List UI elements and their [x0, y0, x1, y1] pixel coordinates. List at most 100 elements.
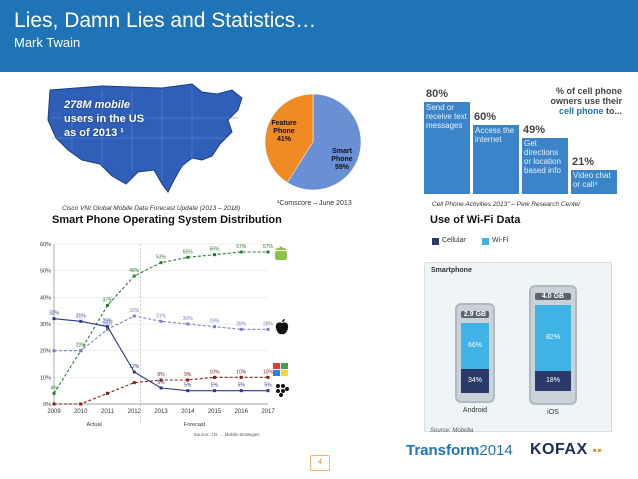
legend-cellular: Cellular	[442, 237, 466, 244]
data-label: 12%	[129, 364, 140, 370]
x-tick-label: 2013	[154, 409, 168, 415]
series-point	[106, 391, 109, 395]
series-point	[239, 327, 243, 331]
data-label: 4%	[50, 385, 58, 391]
ios-wifi-segment: 82%	[535, 305, 571, 371]
apple-icon	[274, 318, 290, 336]
series-point	[186, 389, 190, 393]
series-point	[132, 274, 136, 278]
data-label: 57%	[263, 244, 274, 250]
y-tick-label: 30%	[40, 322, 51, 328]
android-label: Android	[462, 407, 488, 414]
header-bar: Lies, Damn Lies and Statistics… Mark Twa…	[0, 0, 638, 72]
data-label: 10%	[236, 369, 247, 375]
data-label: 57%	[236, 244, 247, 250]
series-point	[106, 303, 109, 307]
map-source: Cisco VNI Global Mobile Data Forecast Up…	[62, 205, 241, 212]
us-map-shape	[47, 83, 243, 193]
series-point	[52, 391, 56, 395]
company-name: KOFAX	[530, 441, 588, 458]
series-point	[213, 325, 216, 329]
us-users-line3: as of 2013 ¹	[64, 127, 124, 139]
activity-bar-1: Send or receive text messages	[424, 102, 470, 194]
android-wifi-segment: 66%	[461, 323, 489, 369]
data-label: 29%	[209, 319, 220, 325]
data-label: 31%	[156, 313, 167, 319]
pie-smart-label: Smart Phone	[331, 148, 353, 163]
y-tick-label: 50%	[40, 269, 51, 275]
data-label: 8%	[157, 372, 165, 378]
kofax-logo: KOFAX ▪▪	[530, 441, 602, 459]
series-point	[132, 314, 136, 318]
ios-cell-segment: 18%	[535, 371, 571, 391]
blackberry-icon	[274, 382, 290, 398]
cell-activities-chart: % of cell phone owners use their cell ph…	[424, 84, 624, 198]
chart-note: Source: J.D. ... Mobile Strategies	[194, 432, 261, 437]
x-tick-label: 2016	[235, 409, 249, 415]
series-point	[266, 389, 270, 393]
data-label: 20%	[76, 343, 87, 349]
y-tick-label: 0%	[43, 402, 51, 408]
data-label: 55%	[183, 249, 194, 255]
kofax-dots-icon: ▪▪	[592, 443, 603, 457]
pie-slice-feature	[264, 93, 314, 183]
activities-title-3: cell phone	[558, 106, 604, 116]
android-icon	[272, 242, 290, 262]
y-tick-label: 60%	[40, 242, 51, 248]
phone-type-pie: Feature Phone 41% Smart Phone 59%	[262, 90, 364, 194]
legend-cellular-swatch	[432, 238, 439, 245]
data-label: 28%	[263, 321, 274, 327]
data-label: 28%	[102, 321, 113, 327]
series-point	[239, 389, 243, 393]
series-point	[266, 250, 270, 254]
forecast-label: Forecast	[184, 422, 206, 428]
brand-year: 2014	[479, 442, 513, 459]
slide-title: Lies, Damn Lies and Statistics…	[14, 9, 317, 32]
os-chart-title: Smart Phone Operating System Distributio…	[52, 214, 282, 226]
x-tick-label: 2010	[74, 409, 88, 415]
pie-label-feature: Feature Phone 41%	[264, 120, 304, 144]
pie-chart	[264, 93, 362, 191]
data-label: 5%	[264, 383, 272, 389]
series-point	[266, 327, 270, 331]
data-label: 31%	[76, 313, 87, 319]
activity-bar-4: Video chat or call⁴	[571, 170, 617, 194]
data-label: 9%	[184, 372, 192, 378]
series-point	[79, 319, 83, 323]
activities-source: Cell Phone Activities 2013" – Pew Resear…	[432, 201, 581, 208]
series-point	[159, 386, 163, 390]
data-label: 28%	[236, 321, 247, 327]
series-point	[239, 375, 243, 379]
page-number: 4	[310, 455, 330, 471]
pie-footnote: ¹Comscore – June 2013	[277, 200, 352, 207]
android-gb: 2.9 GB	[461, 311, 489, 318]
activity-pct-4: 21%	[572, 156, 595, 168]
activities-title-2: owners use their	[550, 96, 622, 106]
series-point	[106, 325, 109, 329]
series-point	[132, 370, 136, 374]
activity-pct-3: 49%	[523, 124, 546, 136]
us-users-line1: 278M mobile	[64, 99, 131, 111]
pie-slice-smart	[286, 93, 362, 191]
series-point	[79, 402, 83, 406]
series-point	[266, 375, 270, 379]
y-tick-label: 40%	[40, 295, 51, 301]
windows-icon	[272, 362, 290, 378]
legend-wifi-swatch	[482, 238, 489, 245]
legend-wifi: Wi-Fi	[492, 237, 509, 244]
x-tick-label: 2009	[47, 409, 61, 415]
activity-pct-1: 80%	[426, 88, 449, 100]
data-label: 48%	[129, 268, 140, 274]
android-cell-segment: 34%	[461, 369, 489, 393]
transform-logo: Transform2014	[406, 442, 513, 459]
pie-label-smart: Smart Phone 59%	[322, 148, 362, 172]
activities-title-1: % of cell phone	[555, 86, 622, 96]
data-label: 30%	[183, 316, 194, 322]
y-tick-label: 10%	[40, 375, 51, 381]
series-point	[52, 317, 56, 321]
x-tick-label: 2011	[101, 409, 115, 415]
x-tick-label: 2015	[208, 409, 222, 415]
series-point	[186, 378, 190, 382]
us-users-callout: 278M mobile users in the US as of 2013 ¹	[64, 98, 174, 140]
activity-pct-2: 60%	[474, 111, 497, 123]
